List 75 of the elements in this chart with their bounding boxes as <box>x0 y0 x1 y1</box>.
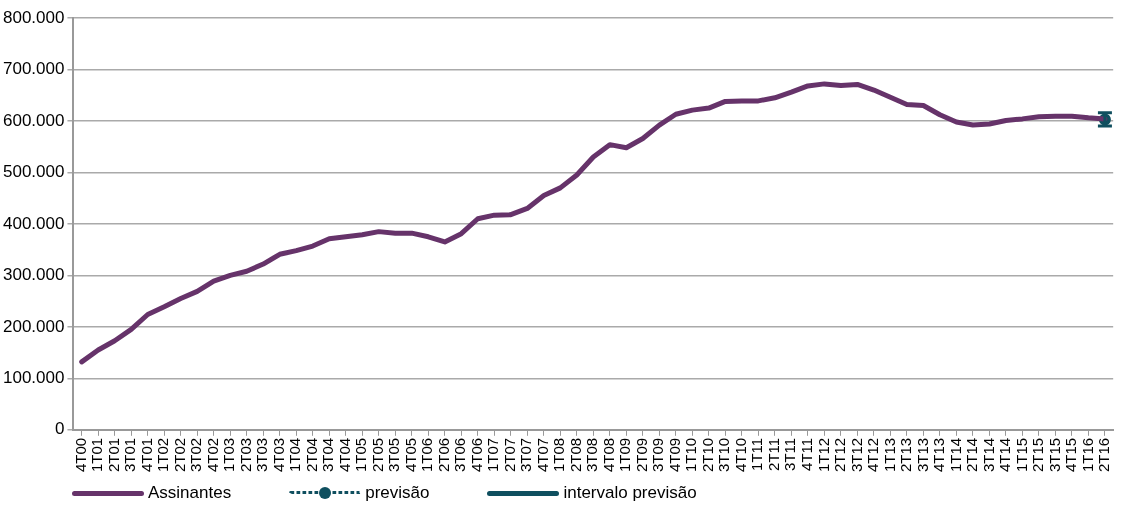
x-tick-label: 3T05 <box>385 437 403 473</box>
x-tick-label: 2T01 <box>104 437 122 473</box>
x-tick-label: 2T03 <box>236 437 254 473</box>
y-tick-label: 500.000 <box>3 162 65 182</box>
x-tick-label: 4T00 <box>71 437 89 473</box>
x-tick-label: 2T07 <box>500 437 518 473</box>
x-tick-label: 4T12 <box>864 437 882 473</box>
y-tick-label: 800.000 <box>3 7 65 27</box>
x-tick-label: 3T01 <box>121 437 139 473</box>
x-tick-label: 2T11 <box>764 437 782 471</box>
x-tick-label: 4T10 <box>731 437 749 473</box>
x-tick-label: 1T01 <box>88 437 106 473</box>
x-tick-label: 4T15 <box>1062 437 1080 473</box>
x-tick-label: 3T02 <box>187 437 205 473</box>
x-tick-label: 2T15 <box>1029 437 1047 473</box>
x-tick-label: 3T15 <box>1045 437 1063 473</box>
x-tick-label: 4T02 <box>203 437 221 473</box>
x-tick-label: 2T10 <box>698 437 716 473</box>
y-tick-label: 700.000 <box>3 59 65 79</box>
x-tick-label: 1T14 <box>946 437 964 473</box>
x-tick-label: 3T11 <box>781 437 799 471</box>
x-tick-label: 3T13 <box>913 437 931 473</box>
x-tick-label: 4T13 <box>930 437 948 473</box>
x-tick-label: 1T16 <box>1078 437 1096 473</box>
x-tick-label: 1T08 <box>550 437 568 473</box>
x-tick-label: 1T11 <box>748 437 766 471</box>
x-tick-label: 1T09 <box>616 437 634 473</box>
x-tick-label: 4T06 <box>467 437 485 473</box>
y-tick-label: 300.000 <box>3 265 65 285</box>
x-tick-label: 1T13 <box>880 437 898 473</box>
y-tick-label: 0 <box>54 419 65 439</box>
x-tick-label: 4T05 <box>401 437 419 473</box>
x-tick-label: 4T11 <box>798 437 815 471</box>
x-tick-label: 1T10 <box>682 437 700 473</box>
x-tick-label: 3T03 <box>253 437 271 473</box>
x-tick-label: 1T04 <box>286 437 304 473</box>
x-tick-label: 3T04 <box>319 437 337 473</box>
y-tick-label: 100.000 <box>3 368 65 388</box>
x-tick-label: 4T09 <box>665 437 683 473</box>
x-tick-label: 1T15 <box>1012 437 1030 473</box>
x-tick-label: 4T14 <box>996 437 1014 473</box>
x-tick-label: 3T10 <box>715 437 733 473</box>
x-tick-label: 3T07 <box>517 437 535 473</box>
x-tick-label: 2T02 <box>170 437 188 473</box>
y-tick-label: 400.000 <box>3 213 65 233</box>
x-tick-label: 4T01 <box>137 437 155 473</box>
x-tick-label: 2T09 <box>632 437 650 473</box>
x-tick-label: 4T03 <box>269 437 287 473</box>
x-tick-label: 3T14 <box>979 437 997 473</box>
x-tick-label: 2T12 <box>831 437 848 473</box>
legend-label: Assinantes <box>148 483 232 503</box>
x-tick-label: 2T06 <box>434 437 452 473</box>
x-tick-label: 3T09 <box>649 437 667 473</box>
y-tick-label: 600.000 <box>3 110 65 130</box>
x-tick-label: 3T08 <box>583 437 601 473</box>
legend-label: intervalo previsão <box>563 483 697 503</box>
x-tick-label: 3T06 <box>451 437 469 473</box>
x-tick-label: 4T08 <box>599 437 617 473</box>
x-tick-label: 2T13 <box>897 437 915 473</box>
x-tick-label: 2T08 <box>566 437 584 473</box>
x-tick-label: 2T16 <box>1095 437 1113 473</box>
x-tick-label: 1T07 <box>484 437 502 473</box>
x-tick-label: 1T03 <box>220 437 238 473</box>
x-tick-label: 2T14 <box>963 437 981 473</box>
legend-label: previsão <box>365 483 430 503</box>
x-tick-label: 2T04 <box>302 437 320 473</box>
x-tick-label: 1T05 <box>352 437 370 473</box>
y-tick-label: 200.000 <box>3 316 65 336</box>
x-tick-label: 1T02 <box>154 437 172 473</box>
x-tick-label: 4T04 <box>335 437 353 473</box>
x-tick-label: 3T12 <box>847 437 865 473</box>
x-tick-label: 1T06 <box>418 437 436 473</box>
x-tick-label: 4T07 <box>533 437 551 473</box>
x-tick-label: 1T12 <box>814 437 832 473</box>
x-tick-label: 2T05 <box>368 437 386 473</box>
